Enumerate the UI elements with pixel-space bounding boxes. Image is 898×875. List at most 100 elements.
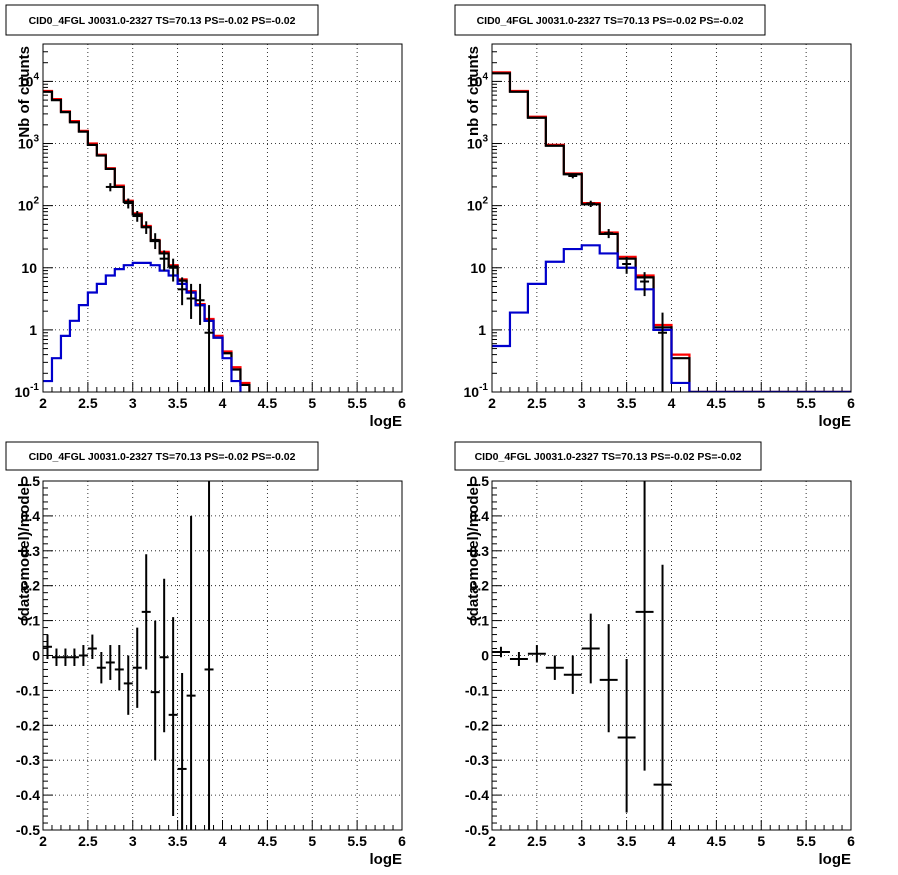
x-tick-label: 6 xyxy=(398,395,406,411)
x-tick-label: 4 xyxy=(668,833,676,849)
title-box xyxy=(454,4,766,36)
chart-title: CID0_4FGL J0031.0-2327 TS=70.13 PS=-0.02… xyxy=(29,15,296,27)
data-point xyxy=(132,210,142,222)
data-point xyxy=(492,646,510,658)
data-point xyxy=(123,655,133,715)
x-tick-label: 5.5 xyxy=(347,395,367,411)
y-axis-label: (data-model)/model xyxy=(465,483,482,621)
x-tick-label: 5.5 xyxy=(347,833,367,849)
x-tick-label: 2 xyxy=(39,833,47,849)
panel-3: 2 2.5 3 3.5 4 4.5 5 5.5 6 -0.5 -0.4 -0.3 -0.2 -0.1 0 0.… xyxy=(5,441,406,868)
title-box xyxy=(454,441,762,471)
x-tick-label: 2 xyxy=(39,395,47,411)
data-points xyxy=(492,481,672,830)
x-tick-label: 5 xyxy=(308,833,316,849)
data-point xyxy=(204,481,214,830)
x-tick-label: 2.5 xyxy=(527,395,547,411)
data-point xyxy=(617,658,636,813)
y-axis-label: (data-model)/model xyxy=(16,483,33,621)
panel-4: 2 2.5 3 3.5 4 4.5 5 5.5 6 -0.5 -0.4 -0.3 -0.2 -0.1 0 0.… xyxy=(454,441,855,868)
data-point xyxy=(563,655,582,694)
y-tick-label: 10 xyxy=(21,260,37,276)
x-tick-label: 6 xyxy=(847,395,855,411)
data-point xyxy=(635,481,654,771)
data-point xyxy=(123,198,133,209)
y-tick-label: -0.2 xyxy=(465,717,489,733)
series-group xyxy=(43,89,251,392)
y-tick-label: 0.4 xyxy=(470,508,490,524)
data-point xyxy=(509,652,528,666)
data-point xyxy=(568,173,578,179)
x-axis-label: logE xyxy=(370,413,403,430)
data-point xyxy=(622,256,632,274)
x-tick-label: 3.5 xyxy=(617,833,637,849)
y-axis-label: Nb of counts xyxy=(16,46,33,138)
y-tick-label: 0.1 xyxy=(470,613,490,629)
x-tick-label: 2.5 xyxy=(527,833,547,849)
x-tick-label: 5 xyxy=(308,395,316,411)
y-tick-label: 104 xyxy=(18,71,40,89)
data-points xyxy=(105,183,214,392)
y-tick-label: 10 xyxy=(470,260,486,276)
data-point xyxy=(159,578,169,733)
x-tick-label: 6 xyxy=(398,833,406,849)
y-tick-label: -0.1 xyxy=(465,682,489,698)
histogram-series-3 xyxy=(492,244,851,392)
data-point xyxy=(87,634,97,659)
data-point xyxy=(141,554,151,670)
y-tick-label: 0.4 xyxy=(21,508,41,524)
title-box xyxy=(5,441,319,471)
x-tick-label: 4.5 xyxy=(707,833,727,849)
y-tick-label: 0.5 xyxy=(470,473,490,489)
y-tick-label: 1 xyxy=(478,322,486,338)
data-point xyxy=(186,515,196,830)
data-point xyxy=(69,648,79,666)
data-point xyxy=(545,655,564,680)
plot-frame xyxy=(42,43,403,393)
data-point xyxy=(581,613,600,684)
y-tick-label: -0.4 xyxy=(465,787,489,803)
panel-1: 2 2.5 3 3.5 4 4.5 5 5.5 6 10-1 1 10 102 103 104 logE Nb … xyxy=(5,4,406,430)
y-tick-label: 102 xyxy=(467,196,489,214)
y-tick-label: -0.4 xyxy=(16,787,40,803)
x-tick-label: 5 xyxy=(757,395,765,411)
data-point xyxy=(105,645,115,680)
x-tick-label: 4.5 xyxy=(258,833,278,849)
data-point xyxy=(640,272,650,297)
data-point xyxy=(51,648,61,666)
panel-2: 2 2.5 3 3.5 4 4.5 5 5.5 6 10-1 1 10 102 103 104 logE nb … xyxy=(454,4,855,430)
chart-title: CID0_4FGL J0031.0-2327 TS=70.13 PS=-0.02… xyxy=(475,451,742,463)
x-tick-label: 4.5 xyxy=(707,395,727,411)
y-tick-label: -0.3 xyxy=(16,752,40,768)
y-tick-label: 103 xyxy=(18,134,40,152)
y-tick-label: 0.5 xyxy=(21,473,41,489)
x-tick-label: 5 xyxy=(757,833,765,849)
data-point xyxy=(653,564,672,830)
data-point xyxy=(177,277,187,306)
x-tick-label: 6 xyxy=(847,833,855,849)
data-point xyxy=(527,645,546,663)
data-points xyxy=(568,173,668,392)
y-tick-label: 1 xyxy=(29,322,37,338)
data-point xyxy=(60,648,70,666)
plot-frame xyxy=(491,43,852,393)
data-point xyxy=(114,645,124,691)
data-point xyxy=(141,221,151,234)
x-tick-label: 3 xyxy=(578,833,586,849)
y-tick-label: 0.2 xyxy=(470,578,490,594)
y-tick-label: -0.5 xyxy=(465,822,489,838)
data-point xyxy=(204,305,214,392)
y-tick-label: 0 xyxy=(32,648,40,664)
data-point xyxy=(150,620,160,761)
axis-ticks xyxy=(491,480,852,831)
data-point xyxy=(658,312,668,392)
x-tick-label: 2.5 xyxy=(78,833,98,849)
title-box xyxy=(5,4,319,36)
data-point xyxy=(599,624,618,733)
y-tick-label: -0.3 xyxy=(465,752,489,768)
x-tick-label: 3.5 xyxy=(168,395,188,411)
data-point xyxy=(132,627,142,708)
y-tick-label: 10-1 xyxy=(464,382,489,400)
x-tick-label: 4.5 xyxy=(258,395,278,411)
data-point xyxy=(78,645,88,666)
